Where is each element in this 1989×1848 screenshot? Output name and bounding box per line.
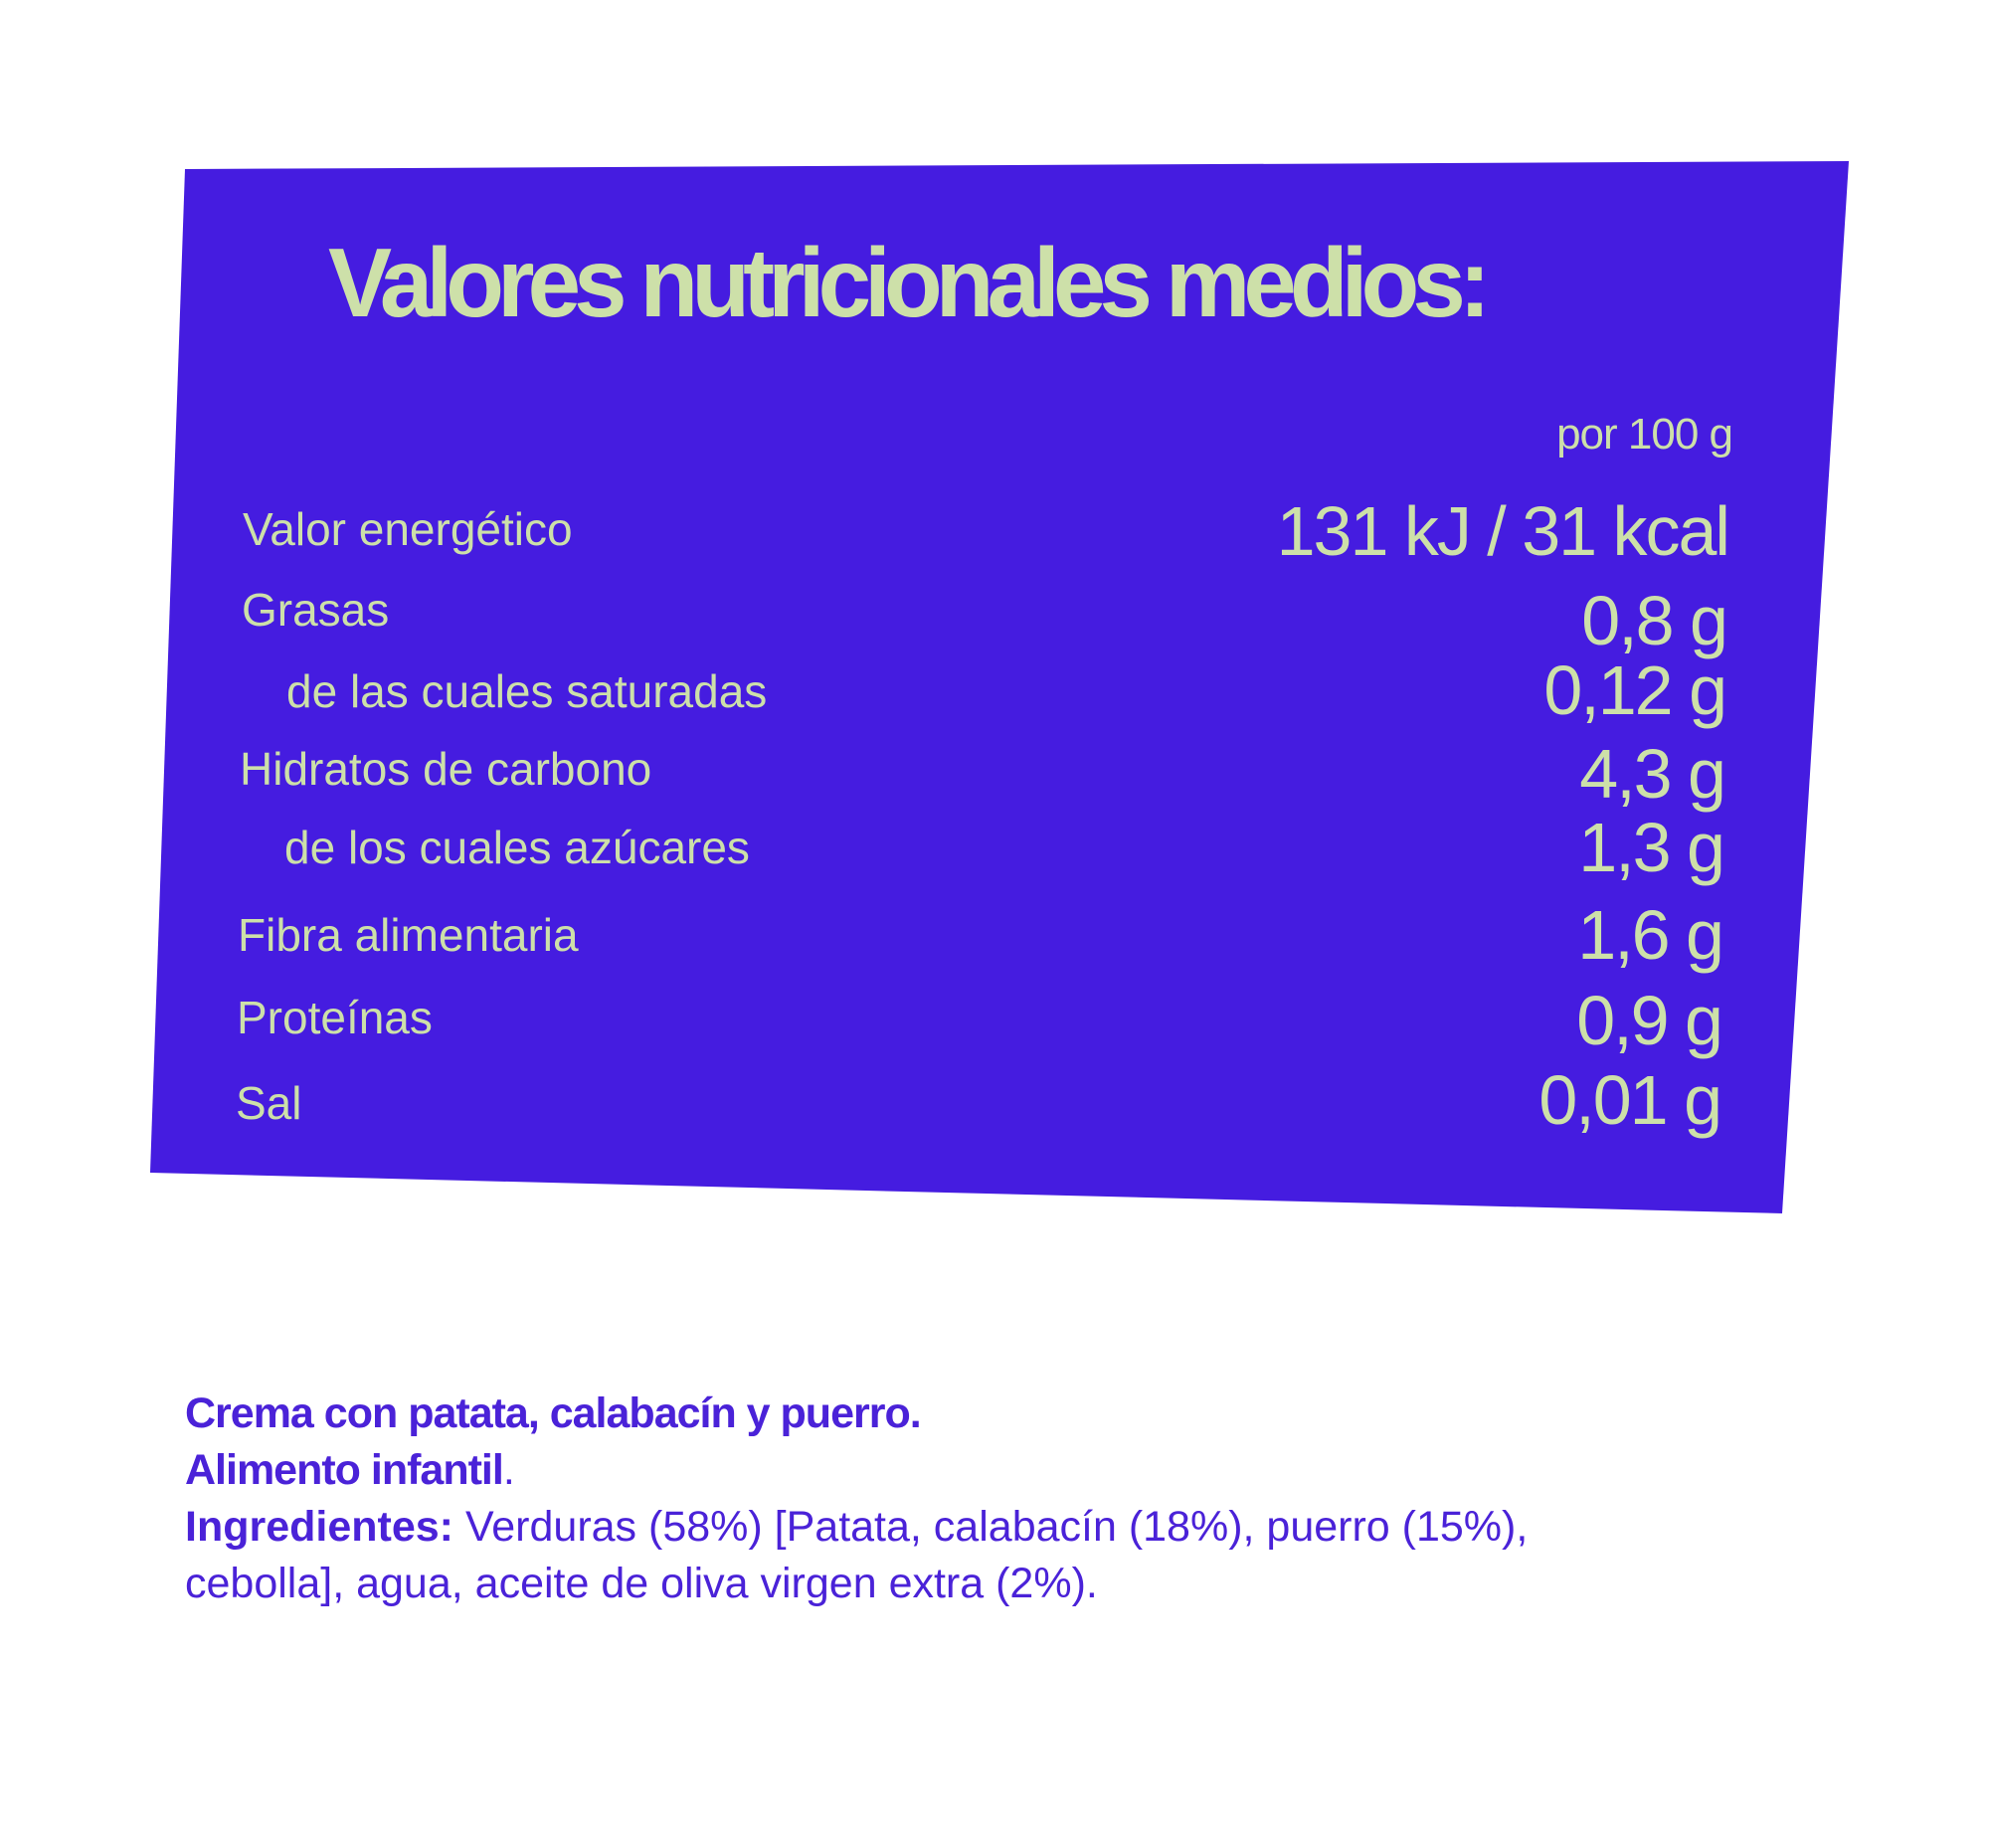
- nutrition-row: Proteínas 0,9 g: [0, 0, 1989, 1059]
- ingredients-label: Ingredientes:: [185, 1503, 453, 1551]
- nutrient-label: Hidratos de carbono: [240, 743, 652, 795]
- nutrient-label: Grasas: [242, 584, 390, 636]
- nutrient-value: 1,6 g: [1577, 896, 1724, 974]
- per-100g-header: por 100 g: [1556, 410, 1733, 459]
- product-type-period: .: [502, 1446, 515, 1494]
- nutrient-value: 0,01 g: [1538, 1061, 1722, 1139]
- nutrition-row: Hidratos de carbono 4,3 g: [0, 0, 1989, 813]
- nutrition-row: de los cuales azúcares 1,3 g: [0, 0, 1989, 886]
- nutrient-value: 1,3 g: [1578, 809, 1725, 886]
- nutrient-value: 0,12 g: [1543, 651, 1727, 729]
- nutrient-label: de las cuales saturadas: [286, 665, 768, 717]
- product-info: Crema con patata, calabacín y puerro. Al…: [185, 1386, 1697, 1612]
- nutrient-label: Sal: [236, 1077, 302, 1129]
- product-name: Crema con patata, calabacín y puerro.: [185, 1389, 922, 1437]
- nutrition-row: Fibra alimentaria 1,6 g: [0, 0, 1989, 974]
- nutrient-label: Fibra alimentaria: [238, 909, 579, 961]
- nutrient-value: 0,9 g: [1576, 982, 1723, 1059]
- nutrient-label: Valor energético: [243, 503, 573, 555]
- nutrient-value: 131 kJ / 31 kcal: [1276, 492, 1730, 570]
- nutrient-value: 0,8 g: [1581, 582, 1728, 659]
- nutrition-title: Valores nutricionales medios:: [328, 228, 1491, 337]
- nutrition-row: Sal 0,01 g: [0, 0, 1989, 1139]
- product-type: Alimento infantil: [185, 1446, 504, 1494]
- nutrition-row: de las cuales saturadas 0,12 g: [0, 0, 1989, 729]
- nutrition-row: Grasas 0,8 g: [0, 0, 1989, 659]
- nutrient-label: de los cuales azúcares: [284, 822, 750, 873]
- nutrient-label: Proteínas: [237, 992, 433, 1043]
- nutrient-value: 4,3 g: [1579, 735, 1726, 813]
- ingredients-list: Verduras (58%) [Patata, calabacín (18%),…: [185, 1503, 1529, 1607]
- nutrition-row: Valor energético 131 kJ / 31 kcal: [0, 0, 1989, 570]
